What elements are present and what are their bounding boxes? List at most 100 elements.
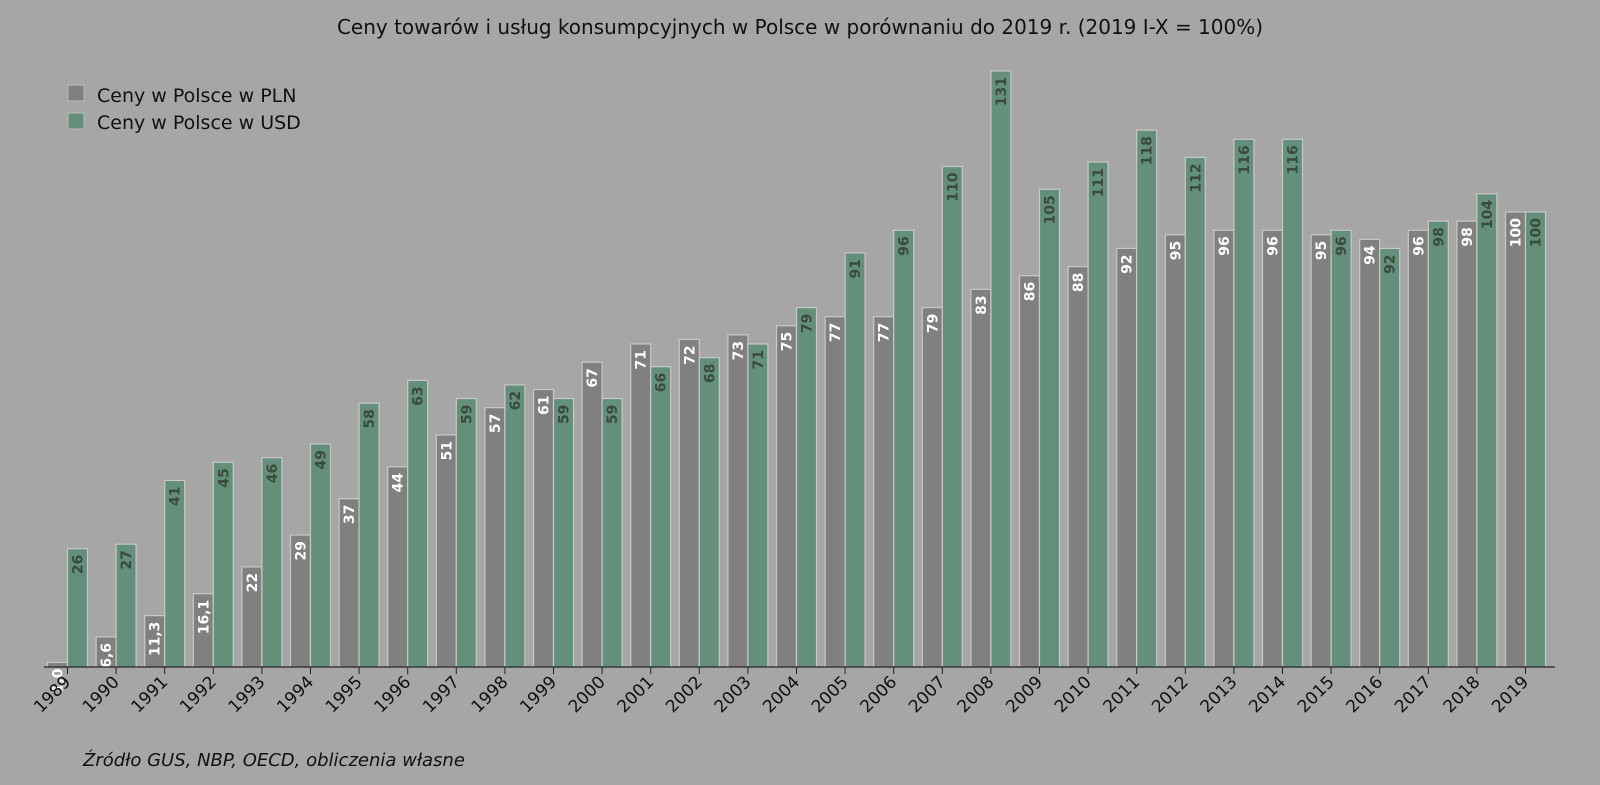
x-tick-label-2003: 2003 xyxy=(711,672,756,717)
data-label-usd-2008: 131 xyxy=(994,77,1010,106)
bar-pln-2015 xyxy=(1310,234,1332,668)
bar-usd-2000 xyxy=(601,397,623,668)
data-label-usd-1996: 63 xyxy=(411,386,427,405)
bar-usd-2009 xyxy=(1038,188,1061,668)
data-label-usd-2017: 98 xyxy=(1431,227,1447,246)
bar-usd-2012 xyxy=(1184,156,1206,668)
data-label-pln-1990: 6,6 xyxy=(99,643,115,668)
data-label-usd-2002: 68 xyxy=(702,364,718,383)
data-label-usd-2007: 110 xyxy=(945,172,961,201)
bar-usd-2018 xyxy=(1476,193,1498,668)
data-label-usd-1993: 46 xyxy=(265,464,281,483)
bar-pln-2003 xyxy=(727,334,749,668)
data-label-pln-2005: 77 xyxy=(828,323,844,342)
data-label-usd-1994: 49 xyxy=(314,450,330,469)
bar-pln-2000 xyxy=(581,361,603,668)
bar-usd-2015 xyxy=(1330,229,1352,668)
bar-pln-2008 xyxy=(970,288,992,668)
x-tick-label-1999: 1999 xyxy=(516,672,561,717)
bar-pln-2009 xyxy=(1018,275,1041,668)
x-tick-label-1994: 1994 xyxy=(273,672,318,717)
data-label-pln-2016: 94 xyxy=(1363,245,1379,265)
data-label-usd-1991: 41 xyxy=(168,486,184,505)
data-label-pln-2003: 73 xyxy=(731,341,747,360)
bar-pln-1998 xyxy=(484,407,506,668)
data-label-pln-2019: 100 xyxy=(1509,218,1525,247)
data-label-pln-1993: 22 xyxy=(245,573,261,592)
x-tick-label-2004: 2004 xyxy=(759,672,804,717)
bar-usd-1999 xyxy=(552,397,575,668)
data-label-pln-1992: 16,1 xyxy=(196,600,212,635)
x-tick-label-2019: 2019 xyxy=(1488,672,1533,717)
data-label-usd-2016: 92 xyxy=(1383,254,1399,273)
x-tick-label-1993: 1993 xyxy=(225,672,270,717)
bar-usd-1993 xyxy=(261,457,283,668)
x-tick-label-2012: 2012 xyxy=(1148,672,1193,717)
x-tick-label-2005: 2005 xyxy=(808,672,853,717)
data-label-pln-1998: 57 xyxy=(488,414,504,433)
bar-pln-2019 xyxy=(1504,211,1527,668)
bar-pln-2005 xyxy=(824,316,846,668)
data-label-usd-1992: 45 xyxy=(216,468,232,487)
x-tick-label-2010: 2010 xyxy=(1051,672,1096,717)
bar-usd-1998 xyxy=(504,384,526,668)
data-label-usd-2012: 112 xyxy=(1188,163,1204,192)
bar-pln-2004 xyxy=(775,325,798,668)
bar-usd-2001 xyxy=(650,366,672,668)
x-tick-label-2017: 2017 xyxy=(1391,672,1436,717)
data-label-pln-2011: 92 xyxy=(1120,254,1136,273)
bar-usd-2010 xyxy=(1087,161,1109,668)
data-label-usd-2005: 91 xyxy=(848,259,864,278)
bar-usd-2002 xyxy=(698,357,720,668)
data-label-usd-2015: 96 xyxy=(1334,236,1350,255)
bar-pln-2011 xyxy=(1116,247,1138,668)
bar-usd-2013 xyxy=(1233,138,1255,668)
data-label-usd-2003: 71 xyxy=(751,350,767,369)
data-label-pln-2018: 98 xyxy=(1460,227,1476,246)
bar-usd-2005 xyxy=(844,252,866,668)
x-tick-label-2009: 2009 xyxy=(1002,672,1047,717)
bars: 1,0 26 6,6 27 11,3 41 16,1 45 22 46 29 49 37 58 44 63 51… xyxy=(46,70,1547,693)
data-label-pln-2010: 88 xyxy=(1071,273,1087,292)
data-label-pln-1999: 61 xyxy=(537,395,553,414)
legend-label-pln: Ceny w Polsce w PLN xyxy=(97,85,296,107)
data-label-usd-1990: 27 xyxy=(119,550,135,569)
data-label-pln-1995: 37 xyxy=(342,505,358,524)
bar-usd-2008 xyxy=(990,70,1012,668)
legend-swatch-pln xyxy=(67,84,85,102)
bar-usd-2003 xyxy=(747,343,769,668)
bar-usd-2006 xyxy=(893,229,915,668)
chart-title: Ceny towarów i usług konsumpcyjnych w Po… xyxy=(337,15,1263,39)
data-label-pln-2015: 95 xyxy=(1314,241,1330,260)
x-tick-label-2015: 2015 xyxy=(1294,672,1339,717)
data-label-pln-2013: 96 xyxy=(1217,236,1233,255)
bar-pln-2016 xyxy=(1359,238,1381,668)
data-label-usd-2004: 79 xyxy=(800,314,816,333)
x-tick-label-2018: 2018 xyxy=(1440,672,1485,717)
bar-pln-2001 xyxy=(630,343,652,668)
x-tick-label-2007: 2007 xyxy=(905,672,950,717)
data-label-pln-2002: 72 xyxy=(682,345,698,364)
bar-pln-1997 xyxy=(435,434,457,668)
legend-swatch-usd xyxy=(67,112,85,130)
x-tick-label-1996: 1996 xyxy=(371,672,416,717)
data-label-pln-1989: 1,0 xyxy=(51,668,67,693)
x-tick-label-1990: 1990 xyxy=(79,672,124,717)
data-label-pln-1996: 44 xyxy=(391,473,407,493)
bar-usd-1994 xyxy=(309,443,332,668)
data-label-pln-2008: 83 xyxy=(974,295,990,314)
data-label-pln-2001: 71 xyxy=(634,350,650,369)
x-tick-label-2008: 2008 xyxy=(954,672,999,717)
data-label-pln-1991: 11,3 xyxy=(148,622,164,657)
x-tick-label-1995: 1995 xyxy=(322,672,367,717)
x-axis: 1989 1990 1991 1992 1993 1994 1995 1996 1997 1998… xyxy=(30,666,1555,717)
legend: Ceny w Polsce w PLN Ceny w Polsce w USD xyxy=(67,84,301,134)
bar-usd-2017 xyxy=(1427,220,1449,668)
bar-pln-1999 xyxy=(532,388,555,668)
bar-pln-1989 xyxy=(46,661,69,668)
x-tick-label-2013: 2013 xyxy=(1197,672,1242,717)
data-label-usd-2006: 96 xyxy=(897,236,913,255)
bar-pln-1996 xyxy=(387,466,409,668)
data-label-pln-2014: 96 xyxy=(1266,236,1282,255)
